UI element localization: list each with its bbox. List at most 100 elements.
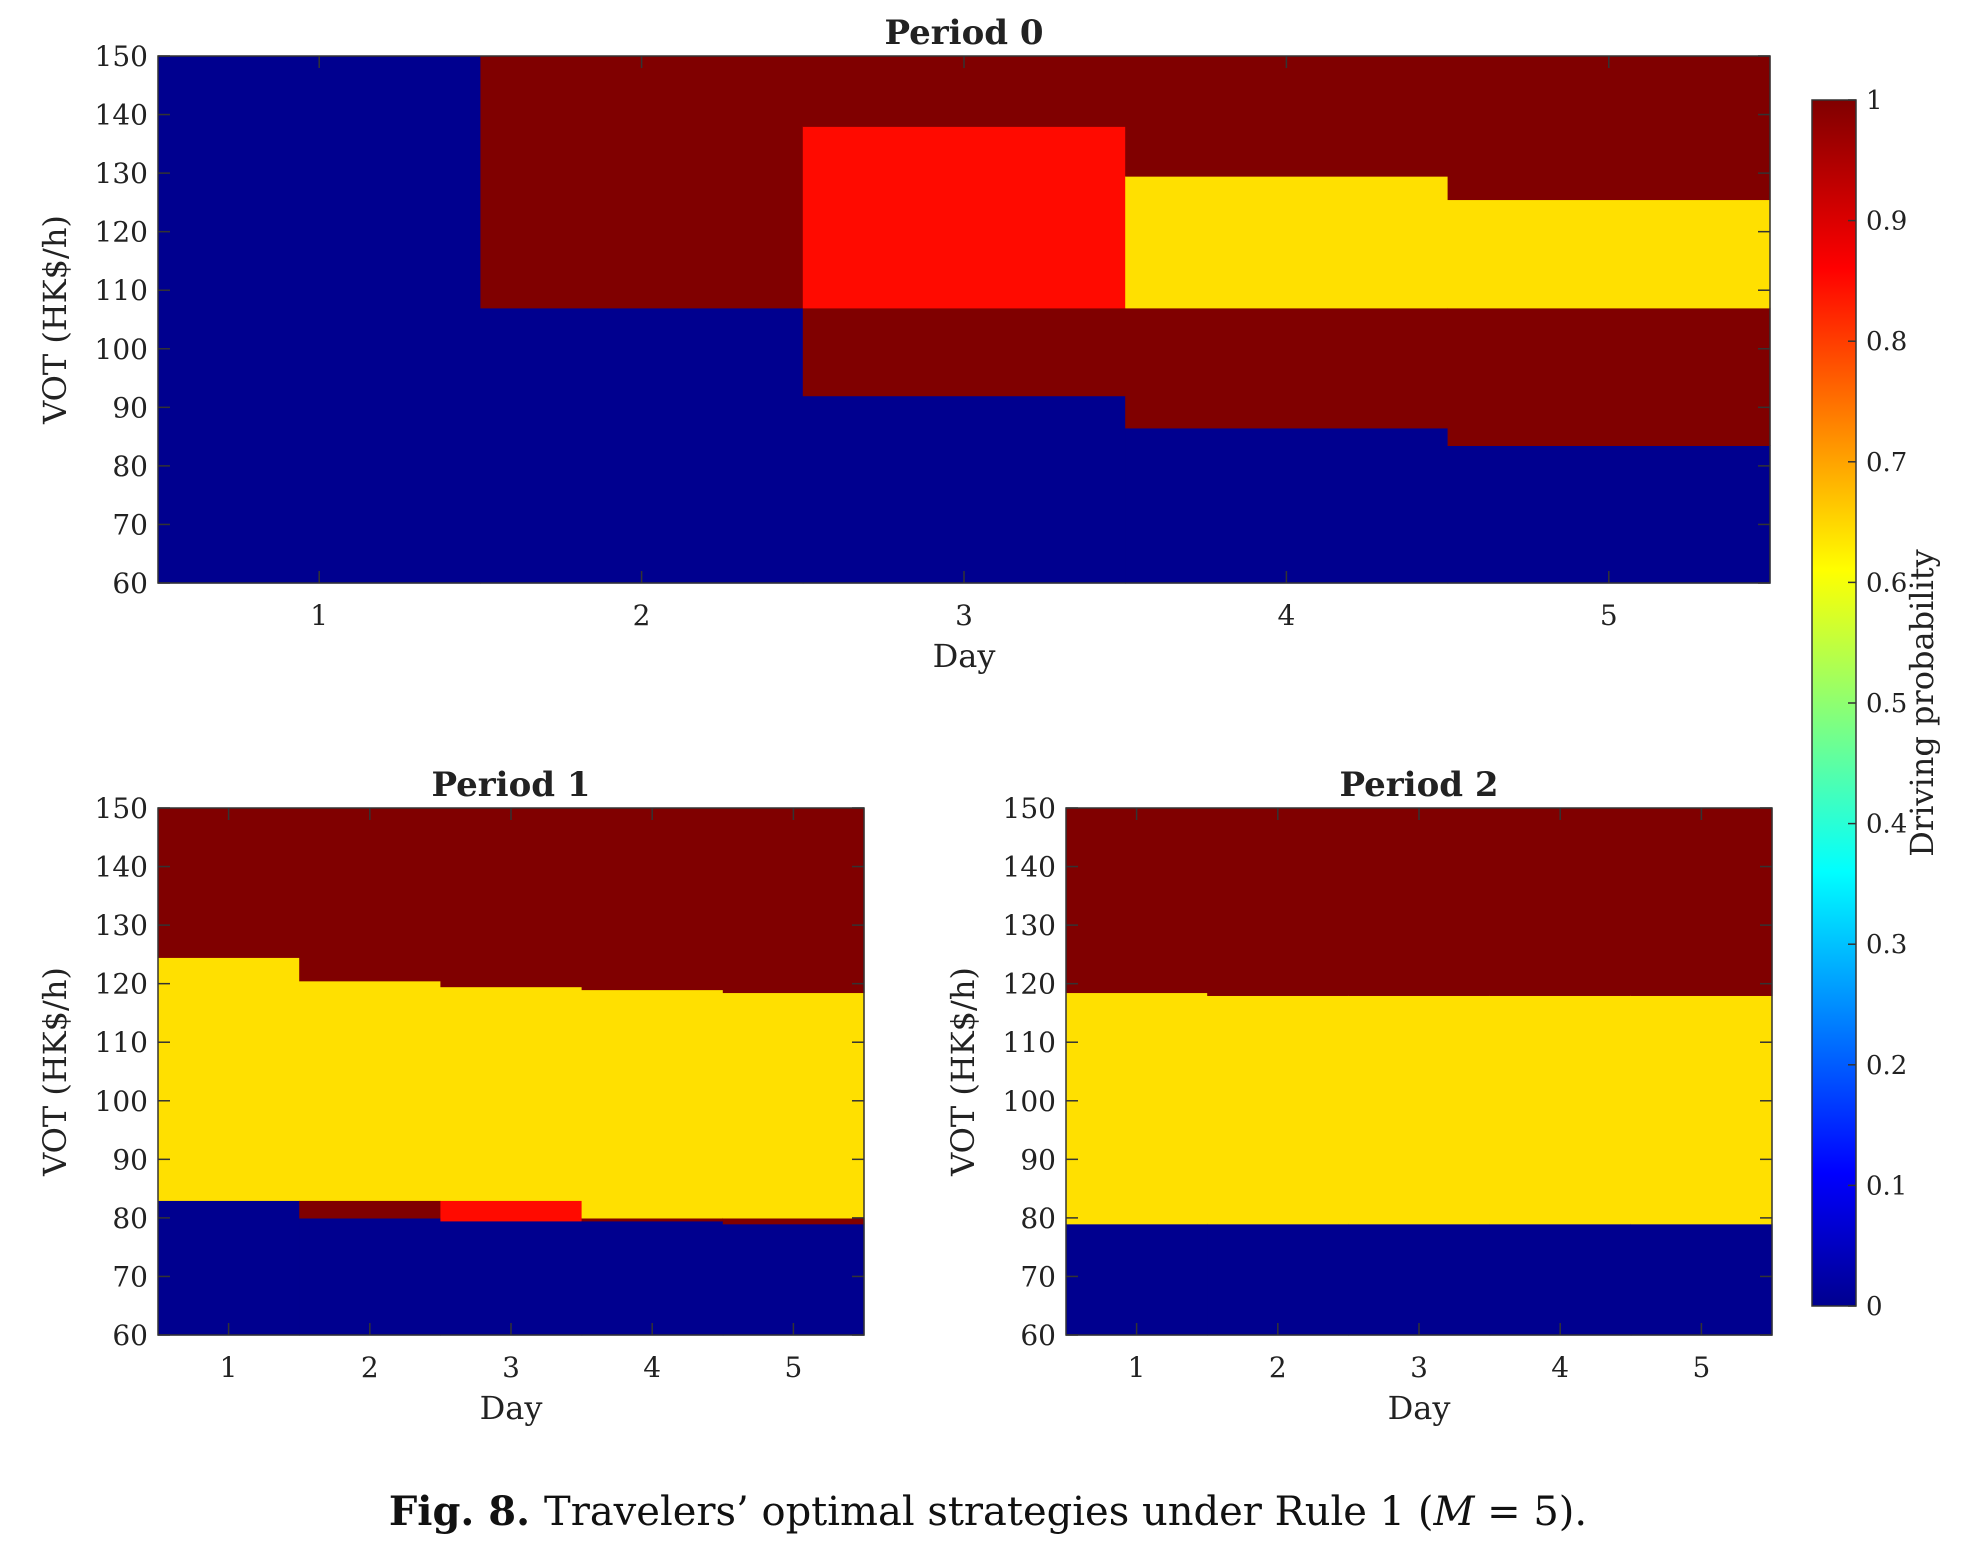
x-tick-label: 1 bbox=[1128, 1351, 1146, 1384]
y-tick-label: 120 bbox=[95, 216, 148, 249]
y-tick-label: 60 bbox=[112, 1319, 148, 1352]
y-tick-label: 110 bbox=[95, 1026, 148, 1059]
heatmap-cell bbox=[299, 808, 441, 982]
caption-math-var: M bbox=[1433, 1489, 1475, 1535]
heatmap-cell bbox=[722, 1217, 865, 1225]
colorbar-tick-label: 0 bbox=[1866, 1292, 1883, 1322]
heatmap-cell bbox=[1125, 427, 1449, 584]
heatmap-cell bbox=[158, 1200, 300, 1336]
heatmap-cell bbox=[1447, 445, 1771, 584]
heatmap-cell bbox=[1125, 56, 1449, 177]
heatmap-panel-period-2: 60 70 80 90 100 110 120 130 140 150 1 2 3 4 5 Period 2 D… bbox=[944, 765, 1773, 1427]
x-axis-label: Day bbox=[1388, 1389, 1451, 1427]
y-tick-label: 80 bbox=[112, 450, 148, 483]
y-tick-label: 100 bbox=[1003, 1085, 1056, 1118]
heatmap-panel-period-1: 60 70 80 90 100 110 120 130 140 150 1 2 3 4 5 Period 1 D… bbox=[36, 765, 865, 1427]
colorbar: Driving probability 0 0.1 0.2 0.3 0.4 0.5 0.6 0… bbox=[1811, 86, 1941, 1322]
heatmap-cell bbox=[480, 307, 804, 584]
colorbar-tick-label: 0.8 bbox=[1866, 327, 1907, 357]
y-tick-label: 140 bbox=[1003, 851, 1056, 884]
y-tick-label: 60 bbox=[112, 567, 148, 600]
y-tick-label: 120 bbox=[95, 968, 148, 1001]
heatmap-cell bbox=[480, 56, 804, 309]
colorbar-gradient bbox=[1811, 99, 1857, 1307]
colorbar-tick-label: 0.1 bbox=[1866, 1171, 1907, 1201]
y-tick-label: 110 bbox=[95, 274, 148, 307]
y-tick-label: 90 bbox=[112, 1143, 148, 1176]
y-tick-label: 80 bbox=[1020, 1202, 1056, 1235]
heatmap-cell bbox=[299, 1200, 441, 1219]
heatmap-cell bbox=[1348, 995, 1491, 1225]
x-tick-label: 4 bbox=[643, 1351, 661, 1384]
heatmap-cell bbox=[1447, 199, 1771, 309]
heatmap-cell bbox=[158, 957, 300, 1201]
x-tick-label: 3 bbox=[955, 599, 973, 632]
y-tick-label: 130 bbox=[1003, 909, 1056, 942]
heatmap-cell bbox=[440, 1220, 583, 1336]
heatmap-cell bbox=[1207, 808, 1349, 996]
y-tick-label: 90 bbox=[112, 391, 148, 424]
y-tick-label: 90 bbox=[1020, 1143, 1056, 1176]
heatmap-cell bbox=[1125, 176, 1449, 309]
y-tick-label: 60 bbox=[1020, 1319, 1056, 1352]
heatmap-cell bbox=[1630, 1223, 1773, 1336]
heatmap-cell bbox=[722, 992, 865, 1219]
heatmap-cell bbox=[722, 808, 865, 994]
y-tick-label: 150 bbox=[95, 40, 148, 73]
y-tick-label: 70 bbox=[112, 508, 148, 541]
heatmap-cell bbox=[1630, 995, 1773, 1225]
heatmap-cell bbox=[722, 1223, 865, 1336]
caption-text-after: = 5). bbox=[1474, 1489, 1588, 1535]
x-tick-label: 5 bbox=[1600, 599, 1618, 632]
y-axis-label: VOT (HK$/h) bbox=[36, 967, 74, 1177]
heatmap-cell bbox=[1489, 1223, 1632, 1336]
y-tick-label: 150 bbox=[95, 792, 148, 825]
y-tick-label: 120 bbox=[1003, 968, 1056, 1001]
y-tick-label: 80 bbox=[112, 1202, 148, 1235]
x-tick-label: 5 bbox=[1692, 1351, 1710, 1384]
colorbar-tick-label: 0.7 bbox=[1866, 448, 1907, 478]
colorbar-label: Driving probability bbox=[1903, 549, 1941, 857]
heatmap-cell bbox=[581, 1217, 724, 1222]
y-tick-label: 70 bbox=[1020, 1260, 1056, 1293]
y-tick-label: 100 bbox=[95, 1085, 148, 1118]
x-tick-label: 4 bbox=[1551, 1351, 1569, 1384]
y-tick-label: 70 bbox=[112, 1260, 148, 1293]
heatmap-cell bbox=[1207, 1223, 1349, 1336]
heatmap-cell bbox=[440, 808, 583, 988]
heatmap-cell bbox=[802, 126, 1126, 309]
heatmap-cell bbox=[581, 808, 724, 991]
heatmap-cell bbox=[1207, 995, 1349, 1225]
x-axis-label: Day bbox=[933, 637, 996, 675]
caption-figure-number: Fig. 8. bbox=[388, 1488, 531, 1535]
x-tick-label: 1 bbox=[220, 1351, 238, 1384]
x-tick-label: 5 bbox=[784, 1351, 802, 1384]
heatmap-cell bbox=[1348, 808, 1491, 996]
heatmap-cell bbox=[1447, 307, 1771, 446]
x-tick-label: 3 bbox=[502, 1351, 520, 1384]
caption-text-before: Travelers’ optimal strategies under Rule… bbox=[544, 1489, 1434, 1535]
colorbar-tick-label: 0.9 bbox=[1866, 207, 1907, 237]
colorbar-tick-label: 0.3 bbox=[1866, 930, 1907, 960]
heatmap-cell bbox=[1066, 1223, 1208, 1336]
colorbar-tick-label: 0.2 bbox=[1866, 1051, 1907, 1081]
heatmap-panel-period-0: 60 70 80 90 100 110 120 130 140 150 1 2 3 4 5 Period 0 D… bbox=[36, 13, 1771, 675]
heatmap-cell bbox=[299, 1217, 441, 1336]
y-tick-label: 150 bbox=[1003, 792, 1056, 825]
colorbar-tick-label: 0.6 bbox=[1866, 568, 1907, 598]
heatmap-cell bbox=[1066, 992, 1208, 1225]
y-tick-label: 140 bbox=[95, 99, 148, 132]
x-tick-label: 2 bbox=[1269, 1351, 1287, 1384]
heatmap-cell bbox=[158, 56, 481, 584]
heatmap-cell bbox=[440, 1200, 583, 1222]
y-tick-label: 130 bbox=[95, 157, 148, 190]
heatmap-cell bbox=[299, 980, 441, 1201]
y-tick-label: 100 bbox=[95, 333, 148, 366]
y-axis-label: VOT (HK$/h) bbox=[36, 215, 74, 425]
heatmap-cell bbox=[1489, 808, 1632, 996]
x-tick-label: 2 bbox=[633, 599, 651, 632]
heatmap-cell bbox=[158, 808, 300, 958]
y-tick-label: 110 bbox=[1003, 1026, 1056, 1059]
x-axis-label: Day bbox=[480, 1389, 543, 1427]
